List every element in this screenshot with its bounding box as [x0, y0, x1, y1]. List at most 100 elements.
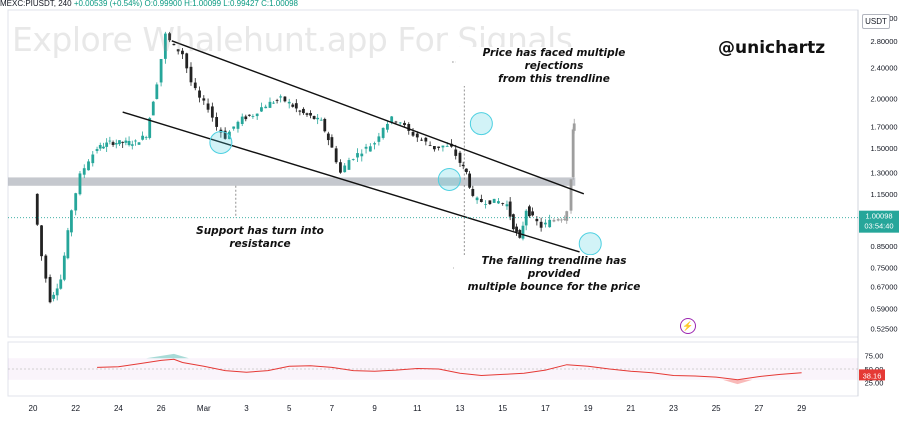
candle-body: [95, 149, 99, 151]
candle-body: [312, 116, 316, 120]
candle-body: [44, 255, 48, 279]
candle-body: [244, 116, 248, 120]
candle-body: [62, 255, 66, 280]
candle-body: [264, 106, 268, 109]
candle-body: [255, 113, 259, 117]
candle-body: [381, 127, 385, 138]
candle-body: [524, 210, 528, 226]
currency-button[interactable]: USDT: [862, 14, 890, 29]
indicator-value: 38.16: [863, 371, 882, 380]
price-change: +0.00539 (+0.54%): [73, 0, 143, 8]
candle-body: [454, 149, 458, 156]
x-tick-label: 3: [244, 404, 249, 413]
x-tick-label: 5: [287, 404, 292, 413]
candle-body: [569, 179, 573, 211]
candle-body: [102, 146, 105, 149]
x-tick-label: 11: [413, 404, 422, 413]
y-tick-label: 0.59000: [870, 305, 897, 314]
candle-body: [48, 277, 52, 303]
annotation-left: Support has turn into resistance: [170, 225, 350, 251]
y-tick-label: 2.80000: [870, 37, 897, 46]
candle-body: [316, 117, 320, 120]
candle-body: [59, 279, 63, 289]
candle-body: [394, 121, 398, 123]
indicator-overbought-fill: [146, 353, 189, 359]
y-tick-label: 1.70000: [870, 123, 897, 132]
candle-body: [531, 211, 534, 216]
candle-body: [298, 110, 302, 112]
x-tick-label: 20: [29, 404, 38, 413]
candle-body: [185, 53, 189, 69]
candle-body: [461, 164, 465, 167]
symbol-line: MEXC:PIUSDT, 240: [0, 0, 72, 8]
last-price-value: 1.00098: [865, 212, 892, 221]
indicator-tick-label: 75.00: [865, 352, 884, 361]
candle-body: [424, 137, 428, 142]
candle-body: [91, 154, 95, 164]
candle-body: [386, 123, 389, 130]
candle-body: [294, 103, 298, 109]
candle-body: [535, 218, 539, 222]
candle-body: [497, 201, 500, 204]
candle-body: [360, 153, 364, 157]
candle-body: [407, 124, 411, 131]
candle-body: [515, 226, 518, 232]
x-tick-label: 7: [330, 404, 335, 413]
annotation-top-line1: Price has faced multiple rejections: [482, 47, 626, 72]
x-tick-label: 27: [754, 404, 763, 413]
candle-body: [356, 153, 359, 158]
trendline-upper: [171, 40, 585, 195]
candle-body: [144, 137, 148, 139]
trendline-touch-circle: [469, 112, 493, 136]
candle-body: [309, 112, 312, 116]
x-tick-label: 15: [498, 404, 507, 413]
candle-body: [40, 225, 43, 257]
candle-body: [343, 165, 347, 173]
candle-body: [268, 101, 272, 108]
header-bar: MEXC:PIUSDT, 240 +0.00539 (+0.54%) O:0.9…: [0, 0, 858, 9]
candle-body: [339, 162, 342, 173]
y-tick-label: 1.50000: [870, 144, 897, 153]
annotation-top: Price has faced multiple rejections from…: [456, 47, 652, 86]
candle-body: [82, 168, 86, 175]
annotation-bottom-line2: multiple bounce for the price: [467, 281, 641, 293]
candle-body: [130, 144, 134, 146]
indicator-line: [97, 358, 802, 381]
trendline-touch-circle: [578, 232, 602, 256]
candle-body: [66, 230, 70, 259]
candle-body: [492, 198, 496, 203]
annotation-bottom-line1: The falling trendline has provided: [481, 255, 627, 280]
candle-body: [232, 126, 236, 129]
ohlc-values: O:0.99900 H:1.00099 L:0.99427 C:1.00098: [144, 0, 299, 8]
candle-body: [323, 118, 327, 132]
candle-body: [121, 141, 125, 143]
candle-body: [163, 33, 167, 59]
candle-body: [155, 84, 159, 99]
candle-body: [141, 135, 144, 140]
candle-body: [484, 203, 488, 205]
candle-body: [275, 99, 279, 101]
candle-body: [572, 123, 576, 131]
candle-body: [319, 119, 323, 121]
trendline-touch-circle: [209, 130, 233, 154]
candle-body: [488, 200, 492, 205]
brand-handle: @unichartz: [718, 38, 826, 58]
candle-body: [78, 173, 82, 195]
x-tick-label: 22: [71, 404, 80, 413]
candle-body: [428, 145, 432, 147]
candle-body: [291, 104, 295, 107]
indicator-value-tag: [859, 369, 885, 381]
candle-body: [124, 140, 128, 143]
candle-body: [432, 146, 436, 150]
y-tick-label: 1.15000: [870, 190, 897, 199]
x-tick-label: 29: [797, 404, 806, 413]
x-tick-label: Mar: [197, 404, 211, 413]
candle-body: [111, 142, 115, 145]
candle-body: [215, 117, 219, 127]
candle-body: [334, 148, 338, 163]
annotation-top-line2: from this trendline: [498, 73, 610, 85]
candle-body: [210, 106, 214, 118]
candle-body: [501, 203, 505, 204]
bolt-icon[interactable]: ⚡: [680, 318, 696, 334]
